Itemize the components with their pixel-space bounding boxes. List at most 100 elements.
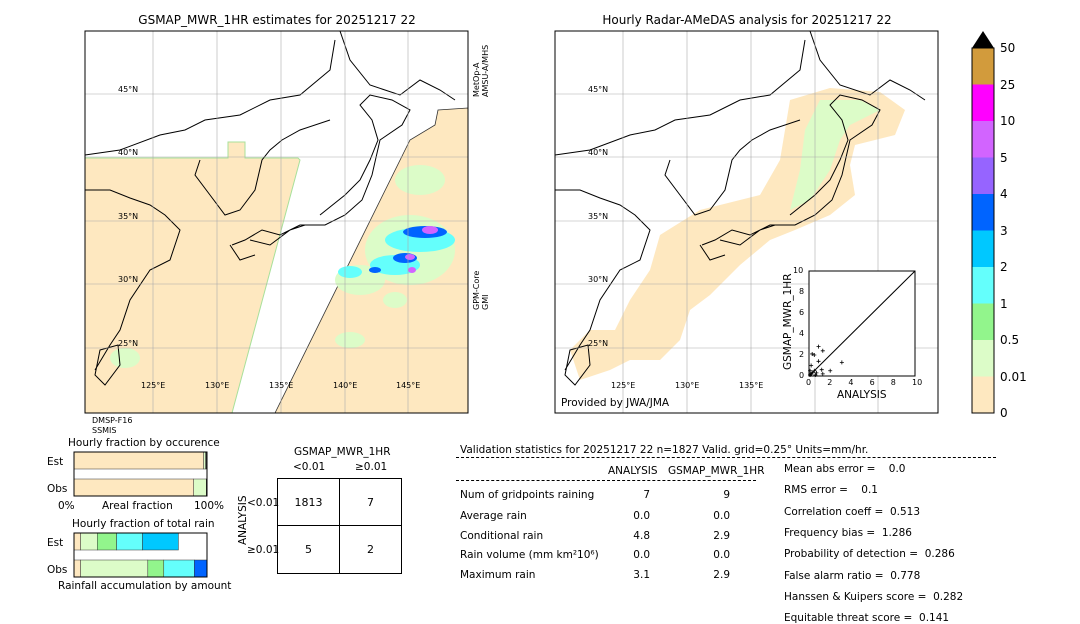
fraction-segment-est: [80, 532, 98, 551]
lat-label-right: 45°N: [588, 85, 609, 94]
contingency-row-1: ≥0.01: [247, 544, 280, 556]
stats-row-gsmap: 0.0: [713, 510, 730, 522]
scatter-point: [810, 351, 815, 356]
colorbar-extend-triangle: [972, 31, 994, 48]
scatter-xlabel: ANALYSIS: [837, 389, 887, 401]
scatter-ytick: 0: [799, 371, 805, 380]
fraction-segment-est: [73, 451, 204, 470]
scatter-xtick: 10: [912, 378, 923, 387]
rain-xlabel: Rainfall accumulation by amount: [58, 580, 232, 592]
colorbar-swatch: [972, 376, 994, 413]
colorbar-label: 0.01: [1000, 369, 1027, 384]
scatter-point: [809, 363, 814, 368]
colorbar-label: 4: [1000, 187, 1008, 201]
score-line: Equitable threat score = 0.141: [784, 612, 950, 624]
colorbar-label: 2: [1000, 260, 1008, 274]
colorbar-swatch: [972, 230, 994, 267]
scatter-point: [820, 371, 825, 376]
scatter-point: [812, 353, 817, 357]
scatter-point: [819, 367, 824, 372]
lon-label-right: 125°E: [611, 381, 636, 390]
credit-label: Provided by JWA/JMA: [561, 397, 670, 409]
scatter-point: [814, 370, 819, 375]
stats-col-analysis: ANALYSIS: [608, 465, 658, 477]
scatter-point: [813, 372, 818, 377]
score-line: RMS error = 0.1: [784, 484, 878, 497]
colorbar-swatch: [972, 84, 994, 121]
occ-est-label: Est: [47, 456, 64, 468]
score-line: False alarm ratio = 0.778: [784, 569, 921, 582]
contingency-col-1: ≥0.01: [355, 461, 388, 473]
fraction-segment-obs: [193, 478, 207, 497]
fraction-segment-obs: [80, 559, 149, 578]
colorbar-label: 50: [1000, 41, 1016, 55]
colorbar-label: 5: [1000, 150, 1008, 165]
lat-label-right: 35°N: [588, 212, 609, 221]
colorbar-swatch: [972, 121, 994, 158]
lat-label-left: 40°N: [118, 148, 139, 157]
scatter-ylabel: GSMAP_MWR_1HR: [782, 273, 794, 370]
contingency-title: GSMAP_MWR_1HR: [294, 446, 391, 458]
fraction-segment-obs: [73, 559, 81, 578]
left-map-title: GSMAP_MWR_1HR estimates for 20251217 22: [138, 13, 416, 27]
colorbar-label: 0.5: [1000, 333, 1020, 347]
cell-11: 2: [339, 525, 402, 574]
lat-label-right: 40°N: [588, 148, 609, 157]
rain-obs-label: Obs: [47, 564, 68, 576]
stats-row-label: Conditional rain: [460, 530, 544, 542]
fraction-segment-est: [142, 532, 179, 551]
lon-label-right: 130°E: [675, 381, 700, 390]
scatter-xtick: 8: [890, 378, 896, 387]
stats-row-label: Num of gridpoints raining: [460, 489, 595, 501]
stats-row-analysis: 0.0: [633, 549, 650, 561]
score-line: Mean abs error = 0.0: [784, 463, 906, 475]
scatter-ytick: 10: [793, 266, 804, 275]
stats-row-analysis: 7: [643, 489, 650, 501]
lon-label-left: 130°E: [205, 381, 230, 390]
fraction-segment-obs: [147, 559, 165, 578]
fraction-segment-obs: [163, 559, 195, 578]
scatter-xtick: 4: [848, 378, 854, 387]
rain-est-label: Est: [47, 537, 64, 549]
cell-00: 1813: [277, 478, 340, 526]
fraction-bars: [73, 451, 208, 578]
occ-xlabel: Areal fraction: [102, 500, 173, 512]
lat-label-left: 35°N: [118, 212, 139, 221]
score-line: Frequency bias = 1.286: [784, 526, 912, 539]
scatter-plot: [808, 270, 916, 377]
colorbar-label: 25: [1000, 77, 1016, 92]
occurrence-title: Hourly fraction by occurence: [68, 437, 220, 449]
stats-row-gsmap: 2.9: [713, 569, 730, 581]
scatter-point: [812, 368, 817, 373]
score-line: Probability of detection = 0.286: [784, 548, 955, 561]
stats-row-gsmap: 9: [723, 489, 730, 501]
cell-01: 7: [339, 478, 402, 526]
right-map-title: Hourly Radar-AMeDAS analysis for 2025121…: [602, 13, 892, 27]
score-line: Correlation coeff = 0.513: [784, 505, 920, 518]
stats-row-analysis: 4.8: [633, 530, 650, 542]
scatter-point: [808, 368, 813, 373]
score-line: Hanssen & Kuipers score = 0.282: [784, 590, 964, 603]
lon-label-left: 125°E: [141, 381, 166, 390]
colorbar-label: 1: [1000, 296, 1008, 311]
stats-row-label: Average rain: [460, 510, 527, 522]
colorbar-swatch: [972, 48, 994, 85]
colorbar-label: 10: [1000, 114, 1016, 128]
fraction-segment-est: [203, 451, 206, 470]
lat-label-right: 25°N: [588, 339, 609, 348]
colorbar-swatch: [972, 267, 994, 304]
scatter-point: [810, 370, 815, 375]
colorbar-swatch: [972, 303, 994, 340]
colorbar-label: 3: [1000, 223, 1008, 238]
scatter-point: [839, 360, 844, 365]
stats-row-analysis: 3.1: [633, 569, 650, 581]
scatter-ytick: 6: [799, 308, 805, 317]
scatter-ytick: 2: [799, 350, 805, 359]
contingency-row-0: <0.01: [247, 497, 280, 509]
lat-label-left: 25°N: [118, 339, 139, 348]
stats-col-gsmap: GSMAP_MWR_1HR: [668, 465, 765, 477]
lon-label-left: 140°E: [333, 381, 358, 390]
cell-10: 5: [277, 525, 340, 574]
fraction-segment-est: [205, 451, 207, 470]
occ-tick-0: 0%: [58, 500, 75, 512]
